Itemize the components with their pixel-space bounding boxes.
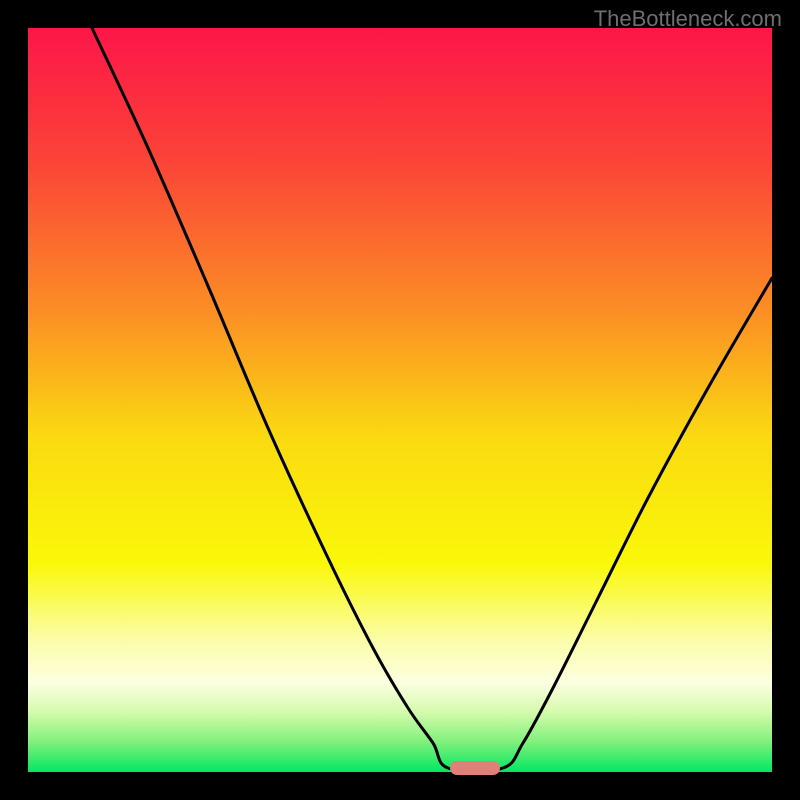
optimal-marker <box>450 761 500 775</box>
bottleneck-curve <box>28 28 772 772</box>
plot-area <box>28 28 772 772</box>
chart-container: TheBottleneck.com <box>0 0 800 800</box>
watermark-text: TheBottleneck.com <box>594 6 782 32</box>
